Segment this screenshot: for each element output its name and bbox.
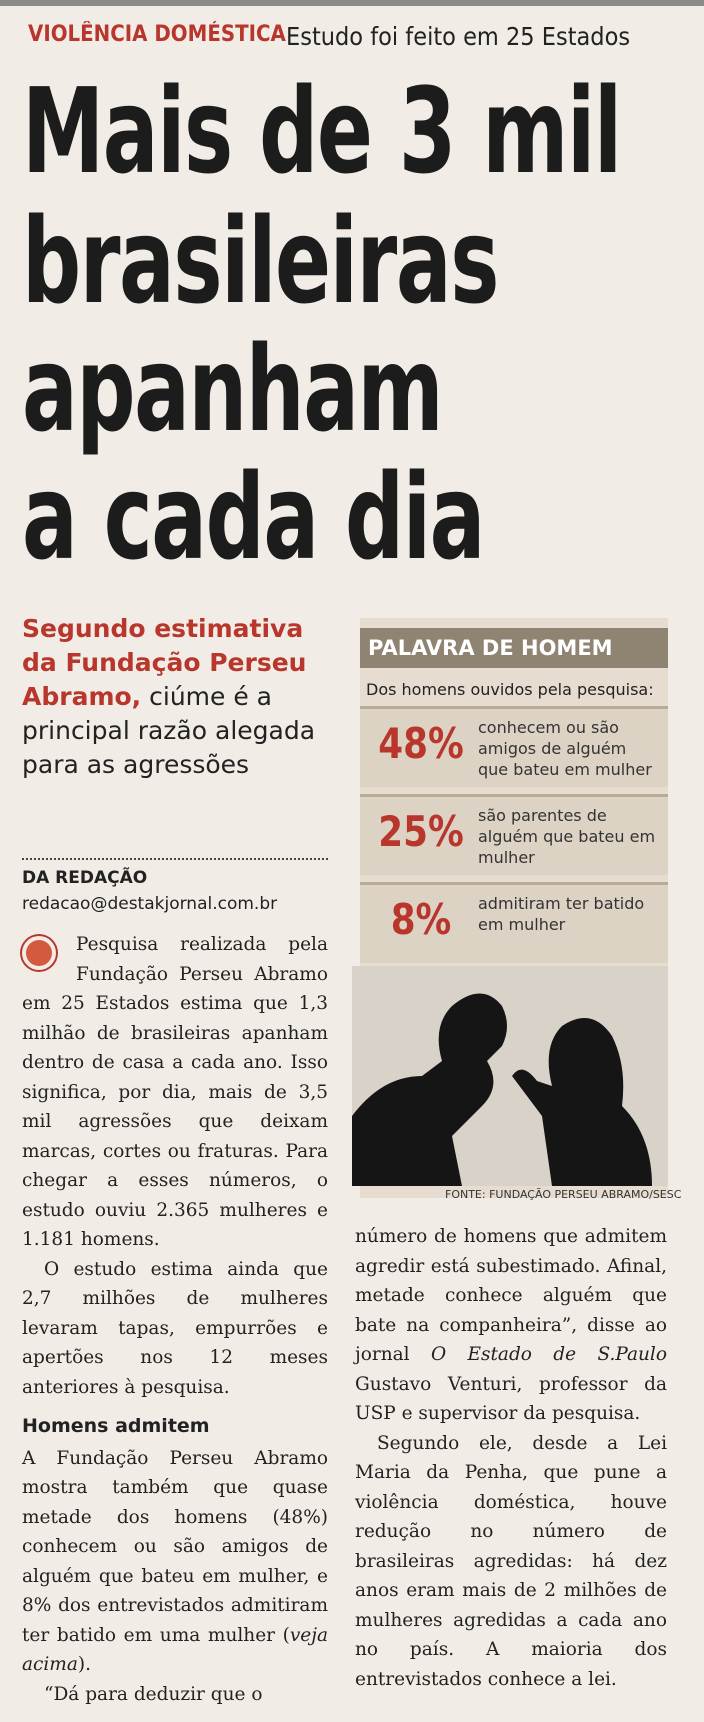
paragraph: “Dá para deduzir que o <box>44 1683 263 1705</box>
bullet-icon <box>22 936 56 970</box>
text: ). <box>77 1654 91 1675</box>
text: A Fundação Perseu Abramo mostra também q… <box>22 1447 328 1646</box>
woman-silhouette <box>512 1018 652 1186</box>
sidebar-row: 48% conhecem ou são amigos de alguém que … <box>360 706 668 787</box>
text-italic: veja acima <box>22 1624 328 1676</box>
deck: Segundo estimativa da Fundação Perseu Ab… <box>22 612 342 782</box>
item-text: são parentes de alguém que bateu em mulh… <box>478 806 656 867</box>
item-text: conhecem ou são amigos de alguém que bat… <box>478 718 652 779</box>
text: número de homens que admitem agredir est… <box>355 1226 667 1365</box>
headline-line: a cada dia <box>22 448 485 586</box>
sidebar-row: 8% admitiram ter batido em mulher <box>360 882 668 963</box>
top-rule <box>0 0 704 6</box>
byline: DA REDAÇÃO <box>22 868 148 888</box>
sidebar-row: 25% são parentes de alguém que bateu em m… <box>360 794 668 875</box>
sidebar-intro: Dos homens ouvidos pela pesquisa: <box>366 680 654 699</box>
float-spacer <box>22 930 76 986</box>
email: redacao@destakjornal.com.br <box>22 894 278 914</box>
right-column: número de homens que admitem agredir est… <box>355 1222 667 1694</box>
paragraph: Segundo ele, desde a Lei Maria da Penha,… <box>355 1432 667 1690</box>
text: Gustavo Venturi, professor da USP e supe… <box>355 1373 667 1425</box>
paragraph: A Fundação Perseu Abramo mostra também q… <box>22 1444 328 1680</box>
subtitle: Estudo foi feito em 25 Estados <box>286 22 631 51</box>
paragraph: Pesquisa realizada pela Fundação Perseu … <box>22 934 328 1250</box>
percent: 8% <box>390 895 452 944</box>
kicker: VIOLÊNCIA DOMÉSTICA <box>28 22 286 47</box>
headline-line: brasileiras <box>22 192 499 330</box>
headline-line: apanham <box>22 320 444 458</box>
silhouette-image <box>352 966 668 1186</box>
deck-text: ciúme é a principal razão alegada para a… <box>22 682 316 779</box>
text-italic: O Estado de S.Paulo <box>430 1344 667 1365</box>
man-silhouette <box>352 993 507 1186</box>
item-text: admitiram ter batido em mulher <box>478 894 645 934</box>
paragraph: número de homens que admitem agredir est… <box>355 1222 667 1429</box>
sidebar-title: PALAVRA DE HOMEM <box>360 628 668 668</box>
left-column-text: Pesquisa realizada pela Fundação Perseu … <box>22 930 328 1709</box>
deck-lead: Segundo estimativa da Fundação Perseu Ab… <box>22 614 307 711</box>
headline-line: Mais de 3 mil <box>22 62 622 200</box>
subhead: Homens admitem <box>22 1415 210 1437</box>
dotted-rule <box>22 858 328 860</box>
percent: 48% <box>378 719 464 768</box>
paragraph: O estudo estima ainda que 2,7 milhões de… <box>22 1258 328 1398</box>
credit: FONTE: FUNDAÇÃO PERSEU ABRAMO/SESC <box>445 1188 682 1201</box>
percent: 25% <box>378 807 464 856</box>
